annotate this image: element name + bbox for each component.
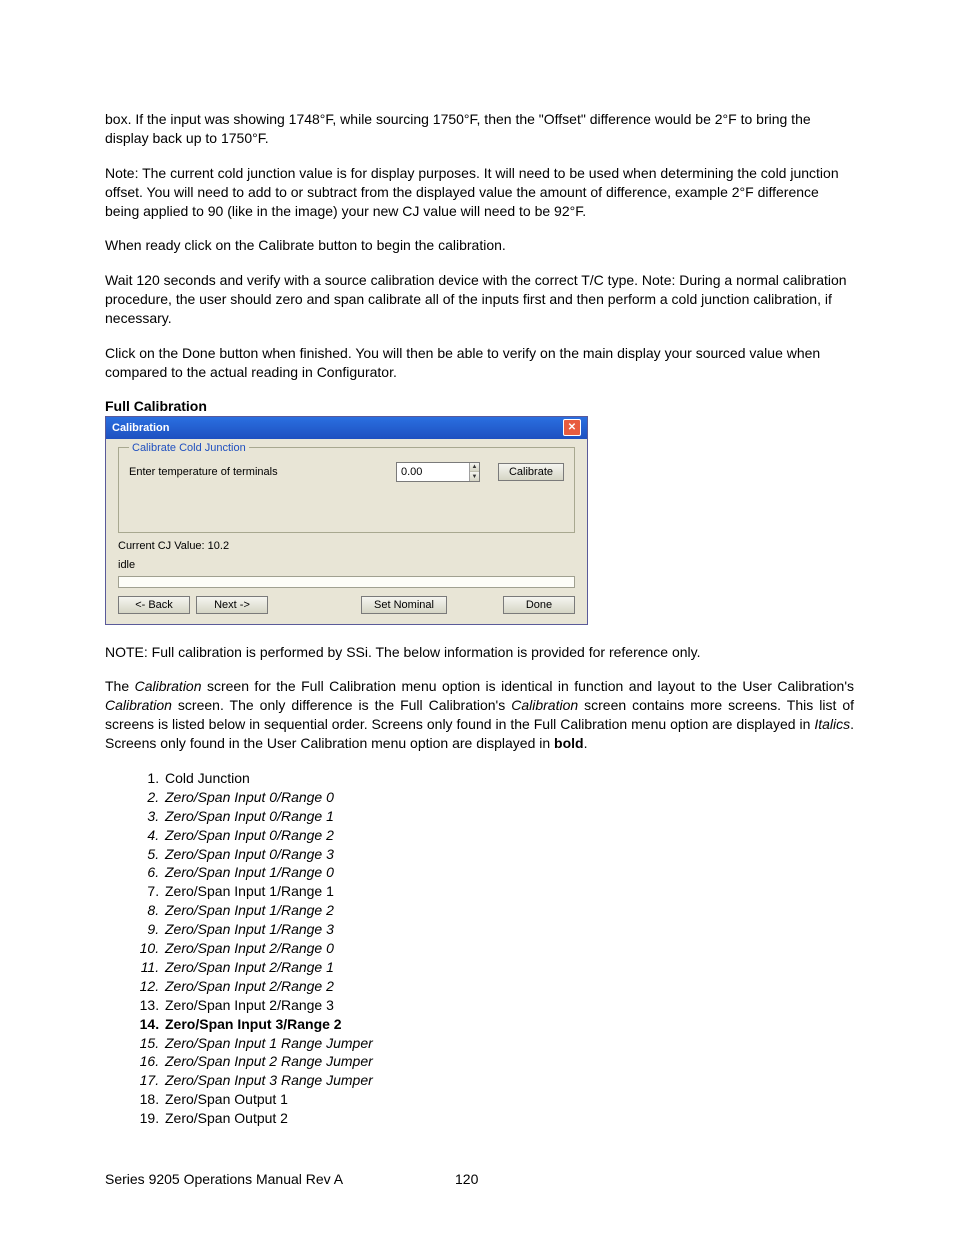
list-item: Zero/Span Input 1/Range 2 bbox=[163, 901, 854, 920]
list-item: Zero/Span Input 2/Range 3 bbox=[163, 996, 854, 1015]
desc-t4: Calibration bbox=[105, 697, 172, 713]
done-button[interactable]: Done bbox=[503, 596, 575, 614]
back-button[interactable]: <- Back bbox=[118, 596, 190, 614]
list-item: Zero/Span Input 1/Range 0 bbox=[163, 863, 854, 882]
list-item: Zero/Span Input 2/Range 1 bbox=[163, 958, 854, 977]
idle-label: idle bbox=[118, 558, 575, 573]
temperature-row: Enter temperature of terminals ▲ ▼ Calib… bbox=[129, 462, 564, 482]
desc-t5: screen. The only difference is the Full … bbox=[172, 697, 511, 713]
list-item: Zero/Span Input 1/Range 3 bbox=[163, 920, 854, 939]
page-footer: Series 9205 Operations Manual Rev A 120 bbox=[105, 1171, 854, 1187]
paragraph-5: Click on the Done button when finished. … bbox=[105, 344, 854, 382]
desc-t11: . bbox=[584, 735, 588, 751]
list-item: Zero/Span Input 2 Range Jumper bbox=[163, 1052, 854, 1071]
next-button[interactable]: Next -> bbox=[196, 596, 268, 614]
list-item: Zero/Span Input 3/Range 2 bbox=[163, 1015, 854, 1034]
desc-t6: Calibration bbox=[511, 697, 578, 713]
calibration-screen-list: Cold JunctionZero/Span Input 0/Range 0Ze… bbox=[105, 769, 854, 1128]
list-item: Zero/Span Input 2/Range 2 bbox=[163, 977, 854, 996]
desc-t3: screen for the Full Calibration menu opt… bbox=[202, 678, 854, 694]
list-item: Zero/Span Input 0/Range 1 bbox=[163, 807, 854, 826]
desc-t2: Calibration bbox=[135, 678, 202, 694]
cj-value-label: Current CJ Value: 10.2 bbox=[118, 539, 575, 554]
calibration-window: Calibration ✕ Calibrate Cold Junction En… bbox=[105, 416, 588, 625]
list-item: Zero/Span Input 1 Range Jumper bbox=[163, 1034, 854, 1053]
calibration-body: Calibrate Cold Junction Enter temperatur… bbox=[106, 439, 587, 624]
calibrate-button[interactable]: Calibrate bbox=[498, 463, 564, 481]
temperature-prompt: Enter temperature of terminals bbox=[129, 466, 396, 478]
close-icon[interactable]: ✕ bbox=[563, 419, 581, 436]
document-page: box. If the input was showing 1748°F, wh… bbox=[0, 0, 954, 1235]
paragraph-1: box. If the input was showing 1748°F, wh… bbox=[105, 110, 854, 148]
list-item: Cold Junction bbox=[163, 769, 854, 788]
desc-t8: Italics bbox=[814, 716, 850, 732]
progress-bar bbox=[118, 576, 575, 588]
desc-t1: The bbox=[105, 678, 135, 694]
paragraph-3: When ready click on the Calibrate button… bbox=[105, 236, 854, 255]
calibration-title-text: Calibration bbox=[112, 422, 169, 434]
calibration-footer: <- Back Next -> Set Nominal Done bbox=[118, 596, 575, 614]
paragraph-4: Wait 120 seconds and verify with a sourc… bbox=[105, 271, 854, 328]
set-nominal-button[interactable]: Set Nominal bbox=[361, 596, 447, 614]
list-item: Zero/Span Output 1 bbox=[163, 1090, 854, 1109]
cold-junction-fieldset: Calibrate Cold Junction Enter temperatur… bbox=[118, 447, 575, 533]
paragraph-2: Note: The current cold junction value is… bbox=[105, 164, 854, 221]
temperature-input-wrap: ▲ ▼ bbox=[396, 462, 480, 482]
footer-page-number: 120 bbox=[455, 1171, 478, 1187]
spinner-down-icon[interactable]: ▼ bbox=[470, 472, 479, 481]
full-calibration-heading: Full Calibration bbox=[105, 398, 854, 414]
fieldset-legend: Calibrate Cold Junction bbox=[129, 442, 249, 454]
spinner: ▲ ▼ bbox=[469, 463, 479, 481]
footer-left: Series 9205 Operations Manual Rev A bbox=[105, 1171, 455, 1187]
description-paragraph: The Calibration screen for the Full Cali… bbox=[105, 677, 854, 753]
note-after-window: NOTE: Full calibration is performed by S… bbox=[105, 643, 854, 662]
list-item: Zero/Span Input 0/Range 0 bbox=[163, 788, 854, 807]
calibration-titlebar: Calibration ✕ bbox=[106, 417, 587, 439]
list-item: Zero/Span Output 2 bbox=[163, 1109, 854, 1128]
list-item: Zero/Span Input 1/Range 1 bbox=[163, 882, 854, 901]
spinner-up-icon[interactable]: ▲ bbox=[470, 463, 479, 473]
list-item: Zero/Span Input 0/Range 2 bbox=[163, 826, 854, 845]
list-item: Zero/Span Input 2/Range 0 bbox=[163, 939, 854, 958]
desc-t10: bold bbox=[554, 735, 584, 751]
list-item: Zero/Span Input 0/Range 3 bbox=[163, 845, 854, 864]
list-item: Zero/Span Input 3 Range Jumper bbox=[163, 1071, 854, 1090]
temperature-input[interactable] bbox=[397, 463, 469, 481]
